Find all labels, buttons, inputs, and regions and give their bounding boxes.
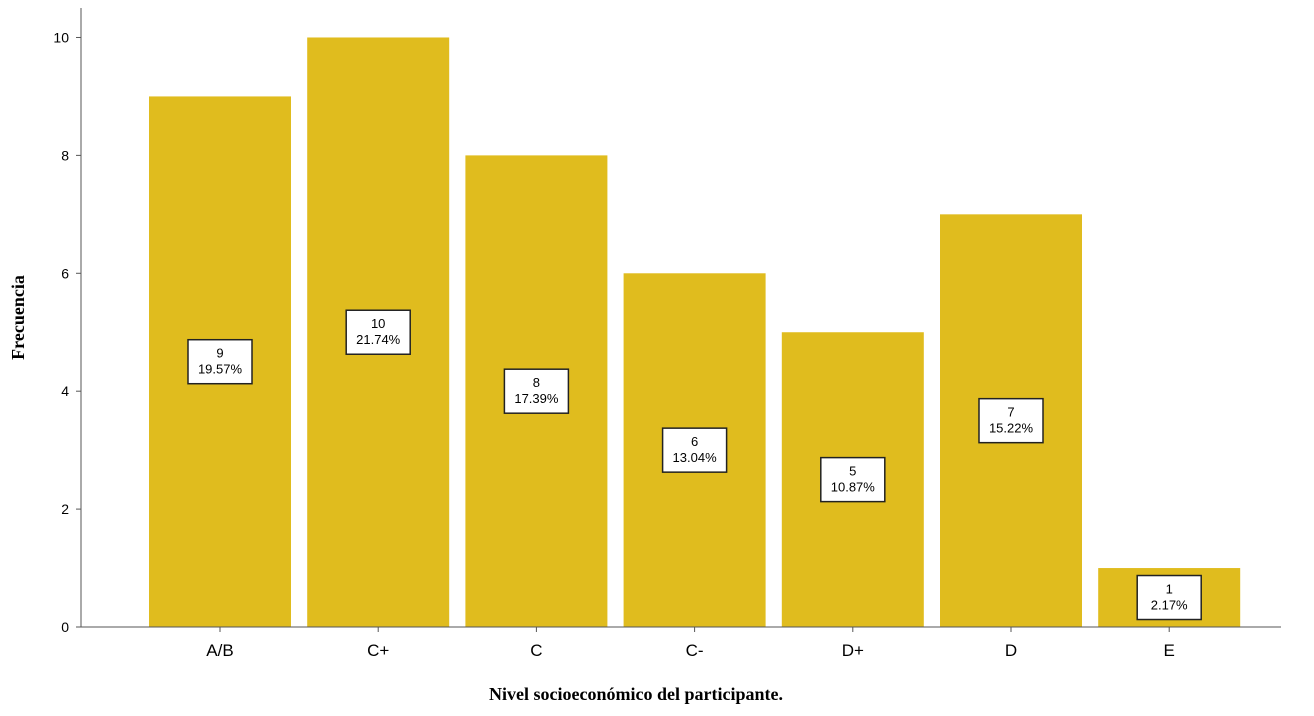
data-label: 817.39% xyxy=(503,368,570,414)
data-label-box xyxy=(661,427,728,473)
data-label-percent: 15.22% xyxy=(989,421,1034,436)
data-label-count: 8 xyxy=(533,375,540,390)
bars-group xyxy=(149,37,1241,628)
x-tick-label: E xyxy=(1164,641,1175,660)
data-label-percent: 2.17% xyxy=(1151,598,1188,613)
data-label-box xyxy=(1136,574,1202,621)
data-label-count: 10 xyxy=(371,316,385,331)
data-label: 715.22% xyxy=(978,397,1044,444)
data-label-box xyxy=(820,456,886,503)
x-tick-label: D+ xyxy=(842,641,864,660)
y-tick-label: 8 xyxy=(61,147,69,163)
data-label-count: 7 xyxy=(1007,405,1014,420)
y-axis-title: Frecuencia xyxy=(8,275,28,360)
data-label: 510.87% xyxy=(820,456,886,503)
data-label-percent: 19.57% xyxy=(198,362,243,377)
data-label-box xyxy=(345,309,411,355)
data-label-percent: 10.87% xyxy=(831,480,876,495)
data-label: 919.57% xyxy=(187,338,253,385)
data-label-count: 6 xyxy=(691,434,698,449)
x-tick-label: C- xyxy=(686,641,704,660)
y-tick-label: 4 xyxy=(61,383,69,399)
data-label-count: 5 xyxy=(849,464,856,479)
data-label-count: 1 xyxy=(1166,582,1173,597)
y-tick-label: 10 xyxy=(53,29,69,45)
x-axis-ticks: A/B C+ C C- D+ D E xyxy=(206,627,1175,660)
x-tick-label: D xyxy=(1005,641,1017,660)
data-label-percent: 17.39% xyxy=(514,391,559,406)
x-tick-label: C xyxy=(530,641,542,660)
data-label-box xyxy=(978,397,1044,444)
data-label-count: 9 xyxy=(216,346,223,361)
data-label-box xyxy=(187,338,253,385)
data-label: 12.17% xyxy=(1136,574,1202,621)
y-tick-label: 2 xyxy=(61,501,69,517)
x-tick-label: A/B xyxy=(206,641,233,660)
data-label-box xyxy=(503,368,570,414)
data-label-percent: 13.04% xyxy=(673,450,718,465)
y-tick-label: 6 xyxy=(61,265,69,281)
y-tick-label: 0 xyxy=(61,619,69,635)
x-tick-label: C+ xyxy=(367,641,389,660)
x-axis-title: Nivel socioeconómico del participante. xyxy=(489,684,783,704)
y-axis-ticks: 0 2 4 6 8 10 xyxy=(53,29,81,635)
data-label: 613.04% xyxy=(661,427,728,473)
data-label-percent: 21.74% xyxy=(356,332,401,347)
